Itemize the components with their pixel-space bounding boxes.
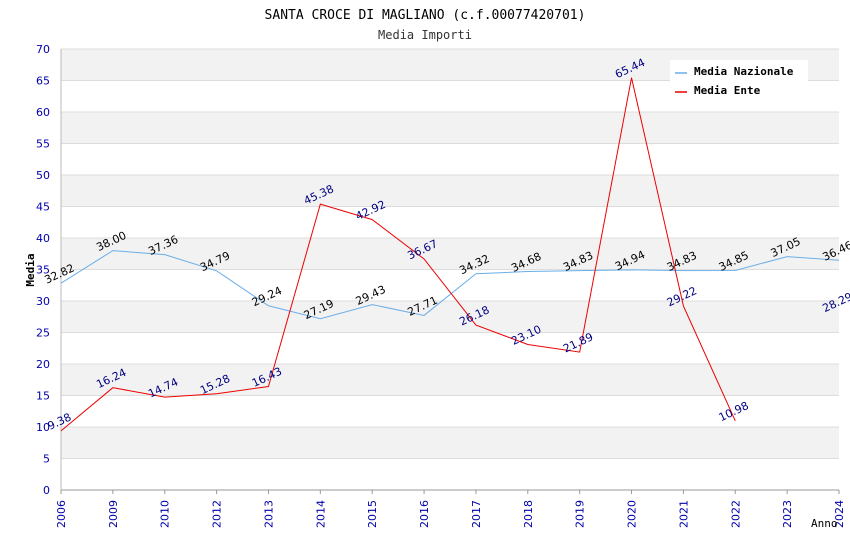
y-tick-label: 15 bbox=[36, 390, 50, 403]
x-tick-label: 2013 bbox=[262, 500, 275, 528]
y-axis-ticks: 0 5 10 15 20 25 30 35 40 45 50 55 60 65 70 bbox=[36, 43, 50, 497]
grid-band bbox=[61, 427, 839, 459]
x-tick-label: 2024 bbox=[833, 500, 846, 528]
x-tick-label: 2006 bbox=[55, 500, 68, 528]
y-tick-label: 25 bbox=[36, 327, 50, 340]
x-axis-ticks: 2006 2009 2010 2012 2013 2014 2015 2016 2017 2018… bbox=[55, 490, 846, 528]
y-tick-label: 35 bbox=[36, 264, 50, 277]
y-tick-label: 55 bbox=[36, 138, 50, 151]
data-label: 10.98 bbox=[717, 399, 751, 424]
y-tick-label: 50 bbox=[36, 169, 50, 182]
chart-title: SANTA CROCE DI MAGLIANO (c.f.00077420701… bbox=[265, 8, 586, 23]
x-tick-label: 2023 bbox=[781, 500, 794, 528]
series-line-media-nazionale bbox=[60, 250, 840, 320]
y-tick-label: 60 bbox=[36, 106, 50, 119]
y-tick-label: 45 bbox=[36, 201, 50, 214]
legend: Media Nazionale Media Ente bbox=[670, 60, 808, 102]
grid-band bbox=[61, 364, 839, 396]
x-tick-label: 2014 bbox=[314, 500, 327, 528]
grid-band bbox=[61, 238, 839, 270]
gridlines bbox=[61, 48, 839, 491]
legend-label-media-ente: Media Ente bbox=[694, 84, 761, 97]
y-tick-label: 65 bbox=[36, 75, 50, 88]
y-tick-label: 40 bbox=[36, 232, 50, 245]
x-tick-label: 2020 bbox=[626, 500, 639, 528]
x-tick-label: 2012 bbox=[211, 500, 224, 528]
x-tick-label: 2018 bbox=[522, 500, 535, 528]
x-tick-label: 2009 bbox=[107, 500, 120, 528]
x-axis-label: Anno bbox=[811, 517, 838, 530]
x-tick-label: 2019 bbox=[574, 500, 587, 528]
grid-band bbox=[61, 301, 839, 333]
y-tick-label: 10 bbox=[36, 421, 50, 434]
x-tick-label: 2010 bbox=[159, 500, 172, 528]
y-tick-label: 20 bbox=[36, 358, 50, 371]
x-tick-label: 2022 bbox=[729, 500, 742, 528]
grid-band bbox=[61, 112, 839, 144]
y-tick-label: 70 bbox=[36, 43, 50, 56]
legend-label-media-nazionale: Media Nazionale bbox=[694, 65, 794, 78]
y-tick-label: 0 bbox=[43, 484, 50, 497]
chart-subtitle: Media Importi bbox=[378, 28, 472, 42]
series-line-media-ente bbox=[60, 77, 736, 432]
x-tick-label: 2021 bbox=[677, 500, 690, 528]
legend-box bbox=[670, 60, 808, 102]
x-tick-label: 2015 bbox=[366, 500, 379, 528]
grid-bands bbox=[61, 49, 839, 459]
y-axis-label: Media bbox=[24, 253, 37, 286]
grid-band bbox=[61, 175, 839, 207]
y-tick-label: 5 bbox=[43, 453, 50, 466]
x-tick-label: 2016 bbox=[418, 500, 431, 528]
series-lines bbox=[60, 77, 840, 432]
y-tick-label: 30 bbox=[36, 295, 50, 308]
x-tick-label: 2017 bbox=[470, 500, 483, 528]
